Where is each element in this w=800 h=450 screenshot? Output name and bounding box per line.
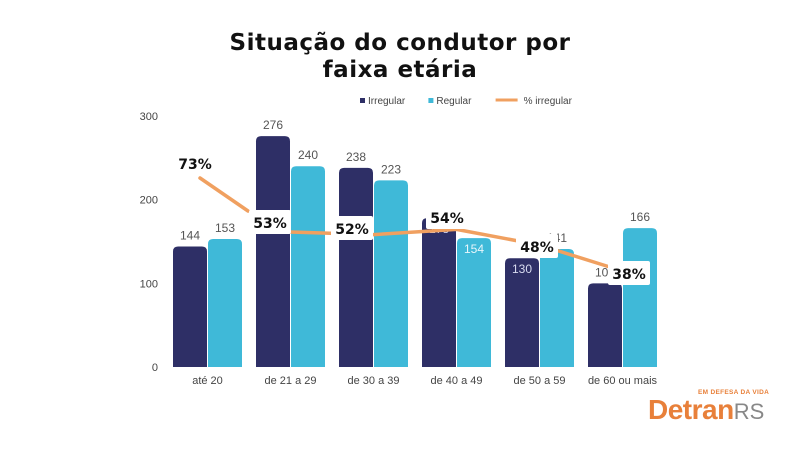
x-tick-label: de 21 a 29	[265, 375, 317, 387]
logo-name-main: Detran	[648, 394, 734, 425]
legend-swatch-regular	[428, 98, 434, 103]
x-tick-label: de 60 ou mais	[588, 375, 658, 387]
value-label-irregular: 130	[512, 262, 532, 276]
pct-label-box	[608, 261, 650, 285]
pct-label-box	[331, 216, 373, 240]
bar-regular-1	[208, 238, 242, 367]
x-tick-label: até 20	[192, 375, 223, 387]
value-label-regular: 166	[630, 210, 650, 224]
pct-label: 53%	[253, 216, 287, 232]
value-label-regular: 153	[215, 221, 235, 235]
bar-irregular-6	[588, 283, 622, 367]
logo-wordmark: DetranRS	[648, 394, 764, 426]
y-tick-label: 0	[152, 362, 158, 374]
bar-regular-2	[291, 166, 325, 367]
bar-regular-3	[374, 180, 408, 367]
legend-swatch-irregular	[360, 98, 365, 103]
x-tick-label: de 30 a 39	[348, 375, 400, 387]
value-label-irregular: 144	[180, 229, 200, 243]
x-tick-label: de 50 a 59	[514, 375, 566, 387]
pct-label-box	[249, 210, 291, 234]
pct-label: 73%	[178, 157, 212, 173]
bar-irregular-1	[173, 246, 207, 367]
y-tick-label: 100	[140, 278, 158, 290]
y-tick-label: 300	[140, 111, 158, 123]
pct-label: 52%	[335, 222, 369, 238]
bar-regular-4	[457, 238, 491, 367]
y-tick-label: 200	[140, 195, 158, 207]
legend-label-regular: Regular	[436, 96, 472, 107]
pct-label: 38%	[612, 267, 646, 283]
bar-irregular-3	[339, 167, 373, 367]
bar-regular-5	[540, 249, 574, 367]
chart-title-line-1: Situação do condutor por	[229, 30, 571, 56]
pct-label-box	[174, 151, 216, 175]
legend-label-irregular: Irregular	[368, 96, 406, 107]
bar-irregular-5	[505, 258, 539, 367]
x-tick-label: de 40 a 49	[431, 375, 483, 387]
bar-irregular-4	[422, 218, 456, 367]
logo-name-suffix: RS	[733, 399, 765, 424]
chart-title: Situação do condutor por faixa etária	[0, 30, 800, 84]
chart-title-line-2: faixa etária	[322, 57, 478, 83]
value-label-regular: 154	[464, 242, 484, 256]
bar-regular-6	[623, 228, 657, 367]
pct-label: 48%	[520, 240, 554, 256]
legend-label-pct-irregular: % irregular	[524, 96, 573, 107]
bar-irregular-2	[256, 136, 290, 367]
value-label-irregular: 276	[263, 118, 283, 132]
value-label-irregular: 238	[346, 150, 366, 164]
pct-label: 54%	[430, 211, 464, 227]
pct-label-box	[516, 234, 558, 258]
detran-logo: EM DEFESA DA VIDA DetranRS	[648, 386, 778, 432]
pct-label-box	[426, 205, 468, 229]
value-label-regular: 223	[381, 162, 401, 176]
value-label-regular: 240	[298, 148, 318, 162]
logo-tagline: EM DEFESA DA VIDA	[698, 389, 770, 396]
